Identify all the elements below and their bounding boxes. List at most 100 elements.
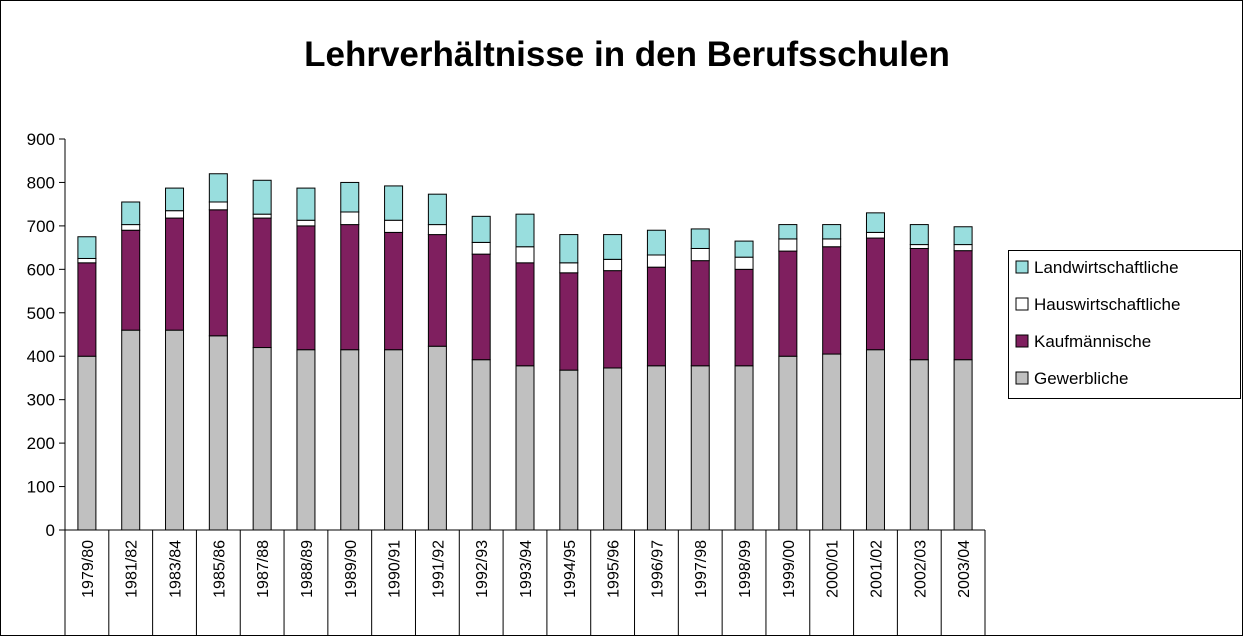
y-tick-label: 400 [27,347,55,366]
bar-segment [340,181,360,213]
bar-segment [734,240,754,258]
x-tick-label: 1995/96 [606,540,623,598]
bar-segment [384,185,404,221]
bar-segment [865,212,885,233]
x-tick-label: 1993/94 [518,540,535,598]
bar-segment [778,355,798,531]
x-tick-label: 1981/82 [124,540,141,598]
bar-segment [953,226,973,246]
legend-label: Hauswirtschaftliche [1034,295,1180,314]
x-tick-label: 1991/92 [430,540,447,598]
bar-segment [427,234,447,347]
bar-segment [734,268,754,367]
legend-label: Landwirtschaftliche [1034,258,1179,277]
bar-segment [165,217,185,331]
bar-segment [909,244,929,249]
bar-segment [340,224,360,351]
bar-segment [252,217,272,349]
x-tick-label: 1989/90 [343,540,360,598]
bar-segment [208,209,228,337]
bar-segment [427,345,447,531]
y-tick-label: 900 [27,130,55,149]
x-tick-label: 1997/98 [693,540,710,598]
bar-segment [165,210,185,219]
bar-segment [646,229,666,256]
bar-segment [471,215,491,243]
y-tick-label: 700 [27,217,55,236]
x-tick-label: 1979/80 [80,540,97,598]
bar-segment [515,246,535,264]
bar-segment [121,329,141,531]
bar-segment [471,253,491,361]
bar-segment [734,365,754,531]
bar-segment [865,231,885,239]
bar-segment [515,262,535,367]
bar-segment [603,270,623,369]
bar-segment [646,254,666,268]
bar-segment [340,349,360,531]
bar-segment [603,258,623,272]
x-tick-label: 2003/04 [956,540,973,598]
bar-segment [778,250,798,357]
x-tick-label: 2002/03 [912,540,929,598]
bar-segment [208,335,228,531]
bar-segment [296,349,316,531]
legend-swatch [1015,260,1029,274]
x-tick-label: 1996/97 [649,540,666,598]
bar-segment [909,359,929,531]
x-tick-label: 1985/86 [211,540,228,598]
x-tick-label: 1992/93 [474,540,491,598]
bar-segment [559,234,579,264]
bar-segment [296,219,316,227]
bar-segment [603,367,623,531]
bar-segment [77,257,97,264]
bar-segment [471,241,491,255]
y-tick-label: 200 [27,434,55,453]
y-tick-label: 600 [27,260,55,279]
bar-segment [208,173,228,203]
bar-segment [252,347,272,531]
x-tick-label: 1987/88 [255,540,272,598]
bar-segment [953,359,973,531]
bar-segment [822,353,842,531]
bar-segment [909,247,929,361]
bar-segment [690,365,710,531]
bar-segment [646,266,666,367]
bar-segment [690,247,710,262]
legend-label: Kaufmännische [1034,332,1151,351]
bar-segment [559,272,579,371]
y-tick-label: 100 [27,478,55,497]
bar-segment [909,224,929,246]
bar-segment [865,237,885,351]
bar-segment [384,231,404,351]
x-tick-label: 2000/01 [825,540,842,598]
x-tick-label: 2001/02 [868,540,885,598]
bar-segment [822,238,842,248]
bar-segment [603,234,623,260]
bar-segment [778,238,798,252]
legend-swatch [1015,334,1029,348]
x-tick-label: 1988/89 [299,540,316,598]
bar-segment [165,329,185,531]
chart-title: Lehrverhältnisse in den Berufsschulen [304,35,950,74]
bar-segment [296,187,316,221]
bar-segment [121,201,141,226]
bar-segment [340,211,360,226]
bar-segment [734,256,754,270]
bar-segment [121,229,141,331]
bar-segment [865,349,885,531]
bar-segment [559,262,579,274]
bar-segment [646,365,666,531]
bar-segment [384,349,404,531]
bar-segment [515,365,535,531]
bar-segment [690,228,710,249]
bar-segment [515,213,535,248]
bar-segment [77,355,97,531]
bar-segment [252,179,272,215]
y-tick-label: 300 [27,391,55,410]
legend-swatch [1015,371,1029,385]
bar-segment [427,193,447,226]
y-tick-label: 500 [27,304,55,323]
legend-swatch [1015,297,1029,311]
bar-segment [427,224,447,236]
